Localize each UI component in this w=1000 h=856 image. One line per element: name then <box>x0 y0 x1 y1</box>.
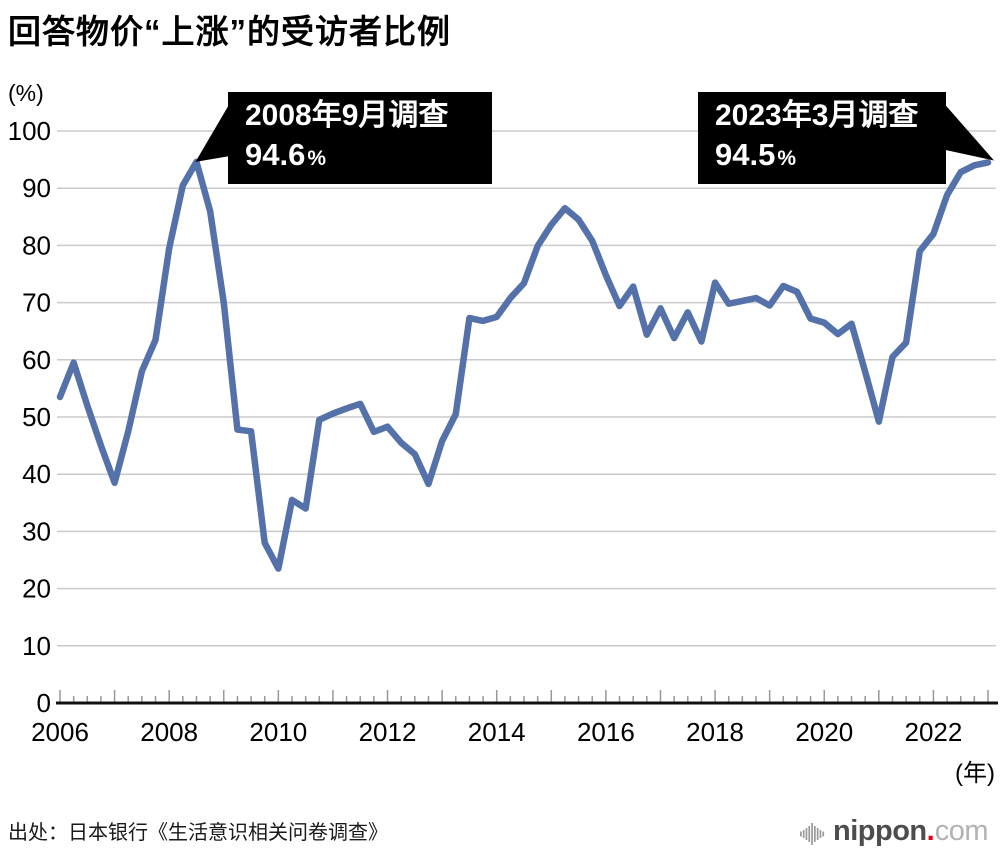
svg-text:2014: 2014 <box>468 717 526 747</box>
page-title: 回答物价“上涨”的受访者比例 <box>8 13 451 50</box>
y-axis-labels: 0 10 20 30 40 50 60 70 80 90 100 <box>8 116 51 718</box>
logo-tld: com <box>934 814 989 847</box>
svg-text:2008: 2008 <box>140 717 198 747</box>
logo-name: nippon <box>833 814 927 847</box>
annotation-2023-label: 2023年3月调查 <box>715 99 919 132</box>
annotation-2008-value: 94.6% <box>245 137 327 172</box>
svg-text:50: 50 <box>22 402 51 432</box>
annotation-2023-callout: 2023年3月调查 94.5% <box>698 92 946 184</box>
svg-text:0: 0 <box>37 688 51 718</box>
svg-text:70: 70 <box>22 288 51 318</box>
svg-text:30: 30 <box>22 516 51 546</box>
svg-text:40: 40 <box>22 459 51 489</box>
svg-text:2010: 2010 <box>249 717 307 747</box>
trend-line <box>56 158 992 572</box>
svg-text:60: 60 <box>22 345 51 375</box>
x-ticks <box>59 690 989 703</box>
logo-dot: . <box>926 814 935 847</box>
annotation-2008-callout: 2008年9月调查 94.6% <box>228 92 492 184</box>
x-axis-unit-label: (年) <box>955 760 995 787</box>
svg-text:90: 90 <box>22 173 51 203</box>
gridlines <box>57 130 996 647</box>
footer-source: 出处：日本银行《生活意识相关问卷调查》 <box>8 822 388 844</box>
svg-text:2016: 2016 <box>577 717 635 747</box>
nippon-logo: nippon. com <box>800 814 989 848</box>
soundwave-icon <box>800 823 825 845</box>
y-axis-unit-label: (%) <box>8 80 44 106</box>
svg-text:2018: 2018 <box>686 717 744 747</box>
svg-text:2012: 2012 <box>359 717 417 747</box>
x-axis-labels: 2006 2008 2010 2012 2014 2016 2018 2020 2022 <box>31 717 962 747</box>
svg-text:100: 100 <box>8 116 51 146</box>
annotation-tail <box>941 100 994 161</box>
annotation-tail <box>195 103 230 162</box>
svg-text:2020: 2020 <box>795 717 853 747</box>
annotation-2008-label: 2008年9月调查 <box>245 99 449 132</box>
annotation-2023-value: 94.5% <box>715 137 797 172</box>
svg-text:10: 10 <box>22 631 51 661</box>
svg-text:20: 20 <box>22 574 51 604</box>
svg-text:2022: 2022 <box>904 717 962 747</box>
svg-text:80: 80 <box>22 230 51 260</box>
svg-text:2006: 2006 <box>31 717 89 747</box>
